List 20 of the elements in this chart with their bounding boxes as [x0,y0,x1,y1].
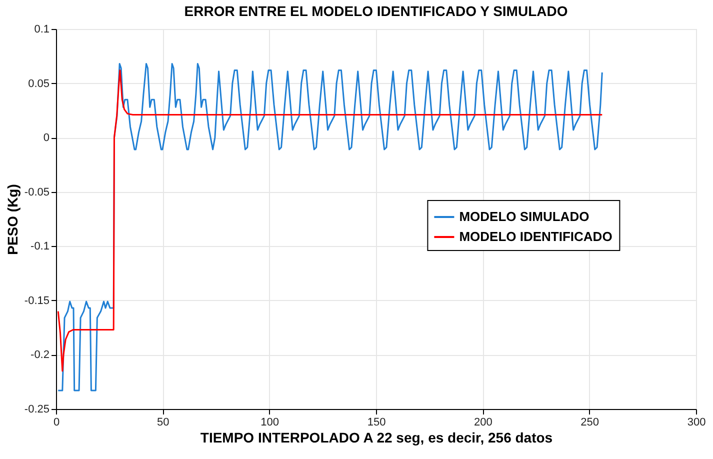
y-tick-label: -0.1 [30,240,50,253]
y-tick-label: -0.05 [24,186,50,198]
x-tick-label: 50 [157,416,170,428]
y-axis-title: PESO (Kg) [4,184,20,255]
x-tick-label: 100 [260,416,280,428]
y-tick-label: -0.15 [24,294,50,307]
y-tick-label: 0 [43,132,50,144]
x-tick-label: 300 [687,416,706,428]
x-axis-title: TIEMPO INTERPOLADO A 22 seg, es decir, 256 datos [200,430,553,446]
y-tick-label: -0.2 [30,349,50,362]
y-tick-label: 0.1 [34,24,50,36]
legend-label: MODELO IDENTIFICADO [459,229,612,244]
x-tick-label: 200 [474,416,492,428]
legend-label: MODELO SIMULADO [459,209,590,224]
x-tick-label: 0 [53,416,60,428]
y-tick-label: -0.25 [24,404,50,416]
x-tick-label: 150 [367,416,386,428]
y-tick-label: 0.05 [28,78,50,90]
x-tick-label: 250 [580,416,600,428]
chart-title: ERROR ENTRE EL MODELO IDENTIFICADO Y SIMULADO [184,3,568,19]
